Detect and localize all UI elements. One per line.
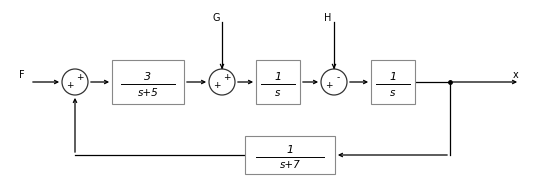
Text: +: +: [223, 73, 230, 82]
Text: s: s: [275, 88, 281, 98]
Text: 3: 3: [145, 72, 152, 82]
Text: s+7: s+7: [280, 160, 300, 170]
Circle shape: [321, 69, 347, 95]
Text: G: G: [212, 13, 220, 23]
Bar: [371, 60, 415, 104]
Text: H: H: [324, 13, 332, 23]
Text: x: x: [513, 70, 519, 80]
Bar: [245, 136, 335, 174]
Bar: [256, 60, 300, 104]
Text: 1: 1: [286, 146, 294, 156]
Text: +: +: [325, 81, 332, 90]
Circle shape: [62, 69, 88, 95]
Circle shape: [209, 69, 235, 95]
Text: s+5: s+5: [137, 88, 158, 98]
Text: 1: 1: [274, 72, 281, 82]
Text: 1: 1: [389, 72, 397, 82]
Bar: [112, 60, 184, 104]
Text: +: +: [213, 81, 220, 90]
Text: -: -: [337, 73, 340, 82]
Text: s: s: [391, 88, 396, 98]
Text: +: +: [76, 73, 83, 82]
Text: F: F: [19, 70, 25, 80]
Text: +: +: [66, 81, 74, 90]
